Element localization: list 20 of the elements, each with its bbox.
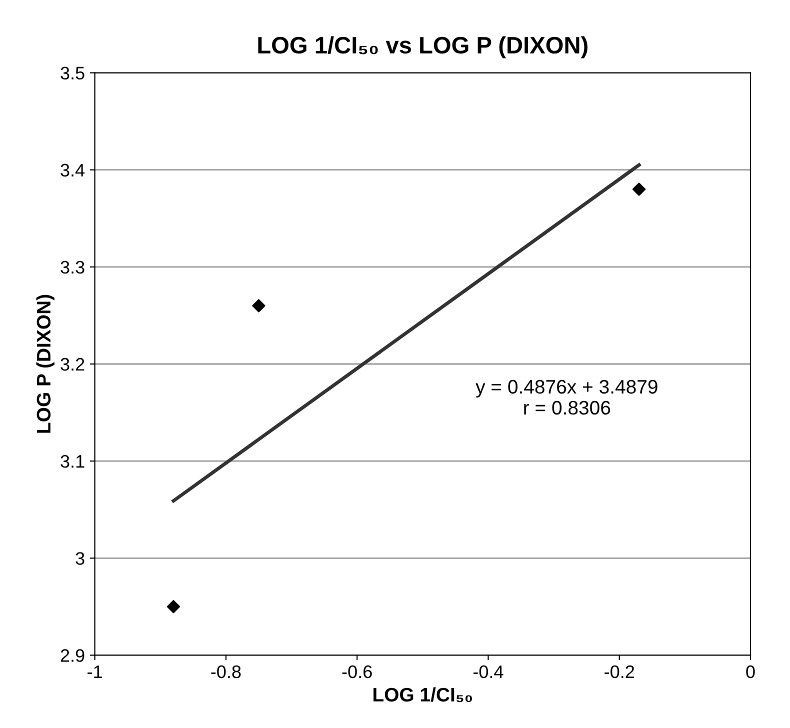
y-tick-label: 3 (76, 552, 84, 565)
x-tick-label: -0.8 (211, 665, 241, 678)
point (632, 182, 646, 196)
y-tick-label: 3.3 (60, 260, 84, 274)
chart-title: LOG 1/CI₅₀ vs LOG P (DIXON) (258, 36, 588, 58)
y-tick-label: 2.9 (60, 649, 84, 662)
y-tick-label: 3.1 (60, 455, 84, 468)
x-tick-label: 0 (746, 665, 755, 678)
y-tick-label: 3.2 (60, 358, 84, 371)
x-tick-label: -0.2 (604, 665, 634, 678)
y-tick-label: 3.5 (60, 66, 84, 80)
y-axis-title: LOG P (DIXON) (36, 294, 54, 433)
x-tick-label: -0.6 (342, 665, 372, 678)
point (166, 600, 180, 614)
x-axis-title: LOG 1/CI₅₀ (374, 687, 472, 702)
x-tick-label: -1 (88, 666, 102, 678)
annotation: y = 0.4876x + 3.4879 r = 0.8306 (476, 380, 658, 415)
x-tick-label: -0.4 (473, 665, 504, 678)
point (252, 299, 266, 312)
y-tick-label: 3.4 (60, 164, 85, 177)
